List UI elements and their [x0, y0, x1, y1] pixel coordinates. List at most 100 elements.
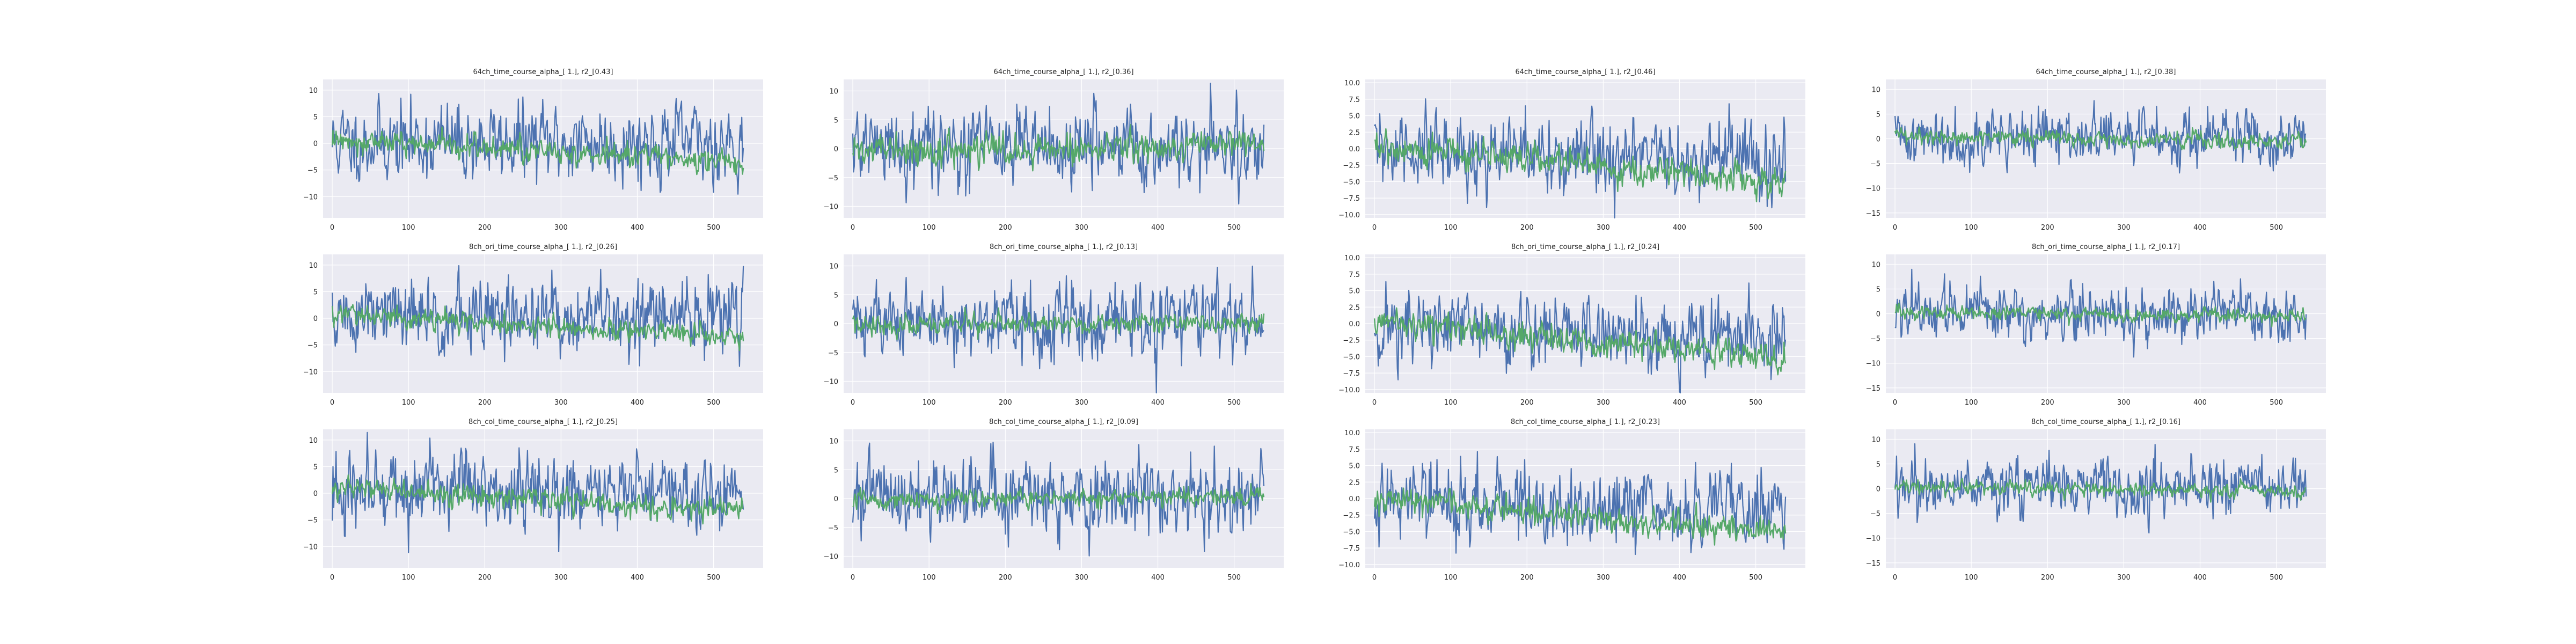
y-tick-label: −15: [1866, 385, 1880, 393]
y-tick-label: 0: [1876, 486, 1880, 494]
x-tick-label: 200: [478, 399, 492, 407]
y-tick-label: 5: [1876, 111, 1880, 119]
y-tick-label: 7.5: [1349, 446, 1360, 454]
x-tick-label: 0: [851, 574, 855, 582]
subplot-title: 8ch_col_time_course_alpha_[ 1.], r2_[0.2…: [1511, 418, 1660, 426]
y-tick-label: −10.0: [1338, 561, 1360, 569]
y-tick-label: −10.0: [1338, 211, 1360, 219]
series-line-2: [1373, 487, 1787, 546]
x-tick-label: 300: [554, 224, 568, 232]
y-tick-label: 0: [1876, 311, 1880, 319]
x-tick-label: 100: [402, 574, 415, 582]
y-tick-label: 5.0: [1349, 113, 1360, 121]
x-tick-label: 400: [631, 224, 644, 232]
y-tick-label: 0: [834, 495, 838, 503]
x-tick-label: 0: [1372, 574, 1377, 582]
y-tick-label: 10.0: [1344, 254, 1360, 262]
y-tick-label: −10: [303, 543, 318, 551]
x-tick-label: 400: [1151, 224, 1165, 232]
x-tick-label: 200: [999, 224, 1012, 232]
x-tick-label: 300: [554, 399, 568, 407]
x-tick-label: 300: [1075, 399, 1088, 407]
x-tick-label: 300: [2117, 224, 2131, 232]
x-tick-label: 0: [851, 224, 855, 232]
y-tick-label: 0: [313, 140, 318, 148]
subplot-2: 64ch_time_course_alpha_[ 1.], r2_[0.36] 0…: [824, 68, 1284, 232]
series-line-2: [852, 483, 1265, 515]
x-tick-label: 500: [1227, 224, 1241, 232]
y-tick-label: −7.5: [1343, 545, 1360, 553]
x-tick-label: 200: [1520, 574, 1534, 582]
series-line-2: [331, 474, 744, 525]
x-tick-label: 500: [1227, 399, 1241, 407]
y-tick-label: −10: [303, 193, 318, 201]
y-tick-label: −5: [1870, 160, 1880, 169]
y-tick-label: 0.0: [1349, 145, 1360, 153]
x-tick-label: 200: [999, 399, 1012, 407]
y-tick-label: 10: [1871, 261, 1880, 269]
y-tick-label: −5: [1870, 510, 1880, 518]
y-tick-label: 5: [834, 291, 838, 299]
subplot-5: 8ch_ori_time_course_alpha_[ 1.], r2_[0.2…: [303, 243, 763, 407]
subplot-title: 64ch_time_course_alpha_[ 1.], r2_[0.36]: [994, 68, 1134, 76]
x-tick-label: 500: [707, 224, 720, 232]
y-tick-label: −10: [824, 553, 838, 561]
x-tick-label: 400: [2193, 224, 2207, 232]
y-tick-label: 0: [313, 490, 318, 498]
series-line-1: [332, 431, 744, 553]
x-tick-label: 400: [2193, 399, 2207, 407]
subplot-11: 8ch_col_time_course_alpha_[ 1.], r2_[0.2…: [1338, 418, 1805, 582]
x-tick-label: 500: [2270, 399, 2283, 407]
subplot-3: 64ch_time_course_alpha_[ 1.], r2_[0.46] 0…: [1338, 68, 1805, 232]
y-tick-label: −10: [303, 368, 318, 376]
x-tick-label: 500: [1749, 574, 1762, 582]
x-tick-label: 500: [1749, 224, 1762, 232]
y-tick-label: 10: [1871, 436, 1880, 444]
y-tick-label: 5: [834, 466, 838, 474]
series-line-1: [1894, 443, 2307, 534]
x-tick-label: 0: [851, 399, 855, 407]
series-line-1: [1374, 98, 1787, 219]
subplot-9: 8ch_col_time_course_alpha_[ 1.], r2_[0.2…: [303, 418, 763, 582]
series-line-2: [1894, 126, 2307, 151]
y-tick-label: 10: [309, 87, 318, 95]
x-tick-label: 100: [402, 399, 415, 407]
x-tick-label: 300: [1075, 224, 1088, 232]
x-tick-label: 100: [923, 574, 936, 582]
x-tick-label: 200: [478, 574, 492, 582]
x-tick-label: 400: [1673, 574, 1686, 582]
series-line-2: [852, 124, 1265, 172]
x-tick-label: 300: [1597, 399, 1610, 407]
x-tick-label: 400: [1151, 399, 1165, 407]
series-line-1: [1894, 100, 2307, 174]
x-tick-label: 400: [1673, 399, 1686, 407]
subplot-1: 64ch_time_course_alpha_[ 1.], r2_[0.43] 0…: [303, 68, 763, 232]
x-tick-label: 200: [2041, 399, 2054, 407]
x-tick-label: 200: [999, 574, 1012, 582]
x-tick-label: 100: [402, 224, 415, 232]
x-tick-label: 100: [1965, 224, 1978, 232]
x-tick-label: 100: [923, 224, 936, 232]
series-line-2: [331, 126, 744, 175]
x-tick-label: 300: [1597, 574, 1610, 582]
x-tick-label: 0: [1893, 399, 1897, 407]
series-line-2: [1894, 302, 2307, 327]
x-tick-label: 300: [1597, 224, 1610, 232]
y-tick-label: 0: [1876, 136, 1880, 144]
y-tick-label: 0.0: [1349, 495, 1360, 503]
x-tick-label: 0: [1893, 224, 1897, 232]
x-tick-label: 300: [2117, 574, 2131, 582]
y-tick-label: −5.0: [1343, 528, 1360, 536]
subplot-title: 8ch_ori_time_course_alpha_[ 1.], r2_[0.1…: [2032, 243, 2180, 251]
y-tick-label: 5.0: [1349, 288, 1360, 296]
x-tick-label: 500: [707, 399, 720, 407]
x-tick-label: 100: [923, 399, 936, 407]
y-tick-label: 0: [313, 315, 318, 323]
x-tick-label: 400: [2193, 574, 2207, 582]
y-tick-label: 10: [309, 437, 318, 445]
x-tick-label: 400: [631, 574, 644, 582]
y-tick-label: −2.5: [1343, 337, 1360, 345]
x-tick-label: 200: [478, 224, 492, 232]
x-tick-label: 400: [1673, 224, 1686, 232]
x-tick-label: 100: [1444, 574, 1458, 582]
